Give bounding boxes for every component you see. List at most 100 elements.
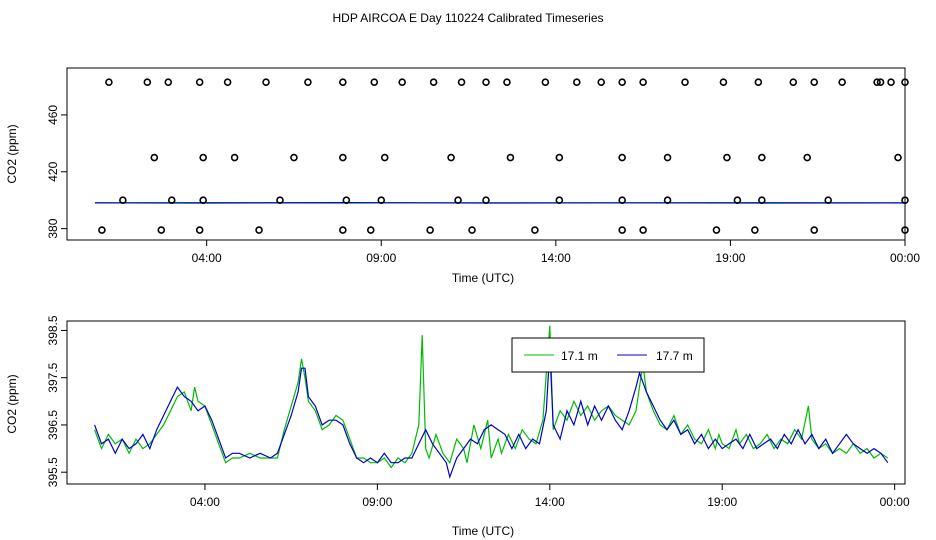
y-axis: 380 420 460 bbox=[46, 105, 67, 239]
calibration-point bbox=[506, 153, 515, 162]
calibration-point bbox=[723, 153, 731, 162]
calibration-point bbox=[457, 78, 466, 87]
calibration-point bbox=[876, 78, 885, 87]
calibration-point bbox=[429, 78, 438, 87]
calibration-point bbox=[380, 153, 389, 162]
y-tick-label: 395.5 bbox=[46, 457, 60, 487]
legend-label-17-1m: 17.1 m bbox=[561, 349, 598, 363]
calibration-point bbox=[339, 78, 347, 87]
y-tick-label: 420 bbox=[46, 161, 60, 181]
calibration-point bbox=[195, 78, 204, 87]
plot-frame bbox=[66, 320, 906, 485]
calibration-point bbox=[754, 78, 763, 87]
x-tick-label: 19:00 bbox=[707, 495, 737, 509]
calibration-point bbox=[751, 226, 759, 234]
calibration-point bbox=[370, 78, 379, 87]
calibration-point bbox=[276, 196, 284, 204]
calibration-point bbox=[531, 226, 539, 234]
calibration-point bbox=[901, 226, 909, 234]
calibration-point bbox=[503, 78, 511, 87]
calibration-point bbox=[342, 196, 351, 204]
calibration-point bbox=[901, 196, 909, 204]
calibration-point bbox=[304, 78, 312, 87]
x-axis-label: Time (UTC) bbox=[452, 271, 514, 285]
calibration-point bbox=[143, 78, 152, 87]
y-axis-label: CO2 (ppm) bbox=[5, 374, 19, 433]
x-tick-label: 14:00 bbox=[541, 251, 571, 265]
x-axis: 04:00 09:00 14:00 19:00 00:00 bbox=[190, 484, 910, 509]
y-axis-label: CO2 (ppm) bbox=[5, 124, 19, 183]
calibration-point bbox=[199, 153, 207, 162]
calibration-point bbox=[572, 78, 581, 87]
calibration-point bbox=[555, 153, 564, 162]
calibration-point bbox=[555, 196, 564, 204]
calibration-point bbox=[663, 196, 672, 204]
series-lines bbox=[94, 325, 889, 479]
calibration-point bbox=[426, 226, 434, 234]
panel-top-calibration-scatter: 04:00 09:00 14:00 19:00 00:00 380 420 460 Time… bbox=[5, 67, 920, 285]
calibration-point bbox=[894, 153, 902, 162]
x-tick-label: 09:00 bbox=[362, 495, 392, 509]
calibration-point bbox=[482, 196, 490, 204]
calibration-point bbox=[803, 153, 812, 162]
calibration-point bbox=[167, 196, 176, 204]
x-tick-label: 00:00 bbox=[890, 251, 920, 265]
calibration-point bbox=[810, 78, 819, 87]
calibration-point bbox=[398, 78, 407, 87]
calibration-point bbox=[719, 78, 728, 87]
calibration-point bbox=[447, 153, 455, 162]
y-tick-label: 380 bbox=[46, 218, 60, 238]
page-title: HDP AIRCOA E Day 110224 Calibrated Times… bbox=[332, 11, 603, 25]
calibration-point bbox=[789, 78, 798, 87]
y-tick-label: 397.5 bbox=[46, 362, 60, 392]
y-axis: 395.5 396.5 397.5 398.5 bbox=[46, 315, 67, 487]
calibration-point bbox=[733, 196, 742, 204]
legend: 17.1 m 17.7 m bbox=[511, 337, 705, 373]
calibration-point bbox=[468, 226, 476, 234]
calibration-point bbox=[454, 196, 462, 204]
calibration-point bbox=[901, 78, 909, 87]
calibration-point bbox=[290, 153, 298, 162]
calibration-point bbox=[339, 226, 347, 234]
series-line-0 bbox=[94, 325, 889, 469]
calibration-point bbox=[887, 78, 895, 87]
y-tick-label: 460 bbox=[46, 105, 60, 125]
y-tick-label: 396.5 bbox=[46, 410, 60, 440]
calibration-point bbox=[255, 226, 263, 234]
calibration-point bbox=[377, 196, 386, 204]
calibration-point bbox=[541, 78, 550, 87]
calibration-point bbox=[758, 153, 766, 162]
calibration-point bbox=[873, 78, 881, 87]
legend-label-17-7m: 17.7 m bbox=[656, 349, 693, 363]
calibration-point bbox=[838, 78, 846, 87]
x-tick-label: 04:00 bbox=[192, 251, 222, 265]
x-axis-label: Time (UTC) bbox=[452, 524, 514, 538]
calibration-point bbox=[199, 196, 207, 204]
calibration-point bbox=[639, 78, 647, 87]
calibration-points bbox=[98, 78, 909, 234]
calibration-point bbox=[164, 78, 173, 87]
calibration-point bbox=[597, 78, 606, 87]
calibration-point bbox=[98, 226, 106, 234]
calibration-point bbox=[150, 153, 159, 162]
calibration-point bbox=[639, 226, 647, 234]
x-tick-label: 14:00 bbox=[535, 495, 565, 509]
x-tick-label: 09:00 bbox=[366, 251, 396, 265]
x-axis: 04:00 09:00 14:00 19:00 00:00 bbox=[192, 240, 920, 265]
calibration-point bbox=[223, 78, 232, 87]
calibration-point bbox=[105, 78, 113, 87]
calibration-point bbox=[824, 196, 832, 204]
series-line-1 bbox=[94, 349, 889, 479]
plot-frame bbox=[66, 67, 906, 241]
calibration-point bbox=[758, 196, 766, 204]
calibration-point bbox=[810, 226, 819, 234]
calibration-point bbox=[157, 226, 166, 234]
x-tick-label: 04:00 bbox=[190, 495, 220, 509]
calibration-point bbox=[618, 153, 626, 162]
y-tick-label: 398.5 bbox=[46, 315, 60, 345]
calibration-point bbox=[195, 226, 204, 234]
calibration-point bbox=[119, 196, 127, 204]
calibration-point bbox=[618, 196, 626, 204]
x-tick-label: 00:00 bbox=[880, 495, 910, 509]
